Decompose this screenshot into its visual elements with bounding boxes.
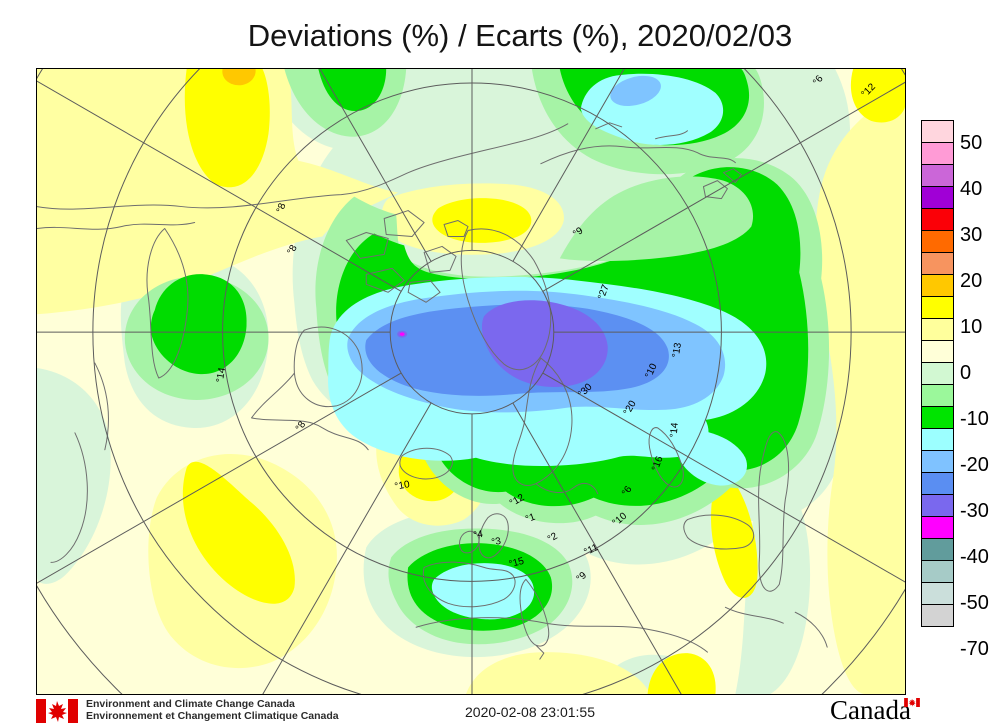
svg-text:°13: °13 [671, 341, 685, 358]
colorbar-swatch [921, 582, 954, 605]
colorbar-swatch [921, 164, 954, 187]
svg-text:°14: °14 [669, 422, 681, 438]
coastlines [37, 122, 828, 660]
colorbar-swatch [921, 142, 954, 165]
colorbar-swatch [921, 230, 954, 253]
colorbar-swatch [921, 494, 954, 517]
map-canvas: °8°8°9°6°12°27°13°10°30°20°14°16°14°8°10… [37, 69, 905, 694]
colorbar-swatch [921, 340, 954, 363]
colorbar-swatch [921, 604, 954, 627]
svg-text:°10: °10 [394, 479, 411, 493]
canada-wordmark-text: Canada [830, 695, 911, 725]
colorbar-tick-label: -50 [960, 592, 989, 614]
contour-map: °8 °8 °9 °6 °12 °27 °13 °10 °30 °20 °14 °16 °14 °8 °10… [36, 68, 906, 695]
colorbar-swatch [921, 406, 954, 429]
colorbar-swatch [921, 450, 954, 473]
colorbar-swatch [921, 428, 954, 451]
generation-timestamp: 2020-02-08 23:01:55 [465, 704, 595, 720]
region-yellow [182, 69, 905, 694]
contour-labels: °8°8°9°6°12°27°13°10°30°20°14°16°14°8°10… [215, 73, 879, 584]
colorbar-swatch [921, 384, 954, 407]
page-title: Deviations (%) / Ecarts (%), 2020/02/03 [247, 18, 793, 53]
canada-wordmark: Canada [830, 695, 950, 726]
svg-text:°16: °16 [650, 454, 666, 472]
colorbar-ticks: 50 40 30 20 10 0 -10 -20 -30 -40 -50 -70 [960, 120, 1000, 660]
colorbar-swatch [921, 120, 954, 143]
svg-text:°27: °27 [596, 283, 612, 301]
svg-text:°3: °3 [491, 536, 503, 549]
colorbar-tick-label: 10 [960, 316, 983, 338]
svg-text:°14: °14 [215, 366, 229, 383]
canada-flag-icon [36, 699, 78, 723]
colorbar-swatch [921, 362, 954, 385]
footer: Environment and Climate Change Canada En… [0, 695, 1000, 726]
svg-text:°8: °8 [275, 201, 289, 214]
graticule [37, 69, 905, 694]
colorbar-tick-label: -30 [960, 500, 989, 522]
colorbar-swatch [921, 296, 954, 319]
colorbar-swatch [921, 516, 954, 539]
colorbar-tick-label: -10 [960, 408, 989, 430]
colorbar-tick-label: 20 [960, 270, 983, 292]
wordmark-flag-icon [904, 698, 920, 707]
colorbar-swatch [921, 472, 954, 495]
region-magenta-spot [399, 332, 405, 336]
region-violet [397, 300, 608, 387]
colorbar-swatches [921, 120, 954, 649]
colorbar-swatch [921, 252, 954, 275]
colorbar-swatch [921, 274, 954, 297]
department-signature: Environment and Climate Change Canada En… [86, 698, 339, 722]
department-name-en: Environment and Climate Change Canada [86, 698, 295, 710]
colorbar-tick-label: 30 [960, 224, 983, 246]
colorbar-tick-label: -70 [960, 638, 989, 660]
colorbar-tick-label: -40 [960, 546, 989, 568]
colorbar-tick-label: 50 [960, 132, 983, 154]
svg-text:°4: °4 [473, 529, 485, 542]
department-name-fr: Environnement et Changement Climatique C… [86, 710, 339, 722]
colorbar-tick-label: -20 [960, 454, 989, 476]
svg-text:°1: °1 [524, 512, 537, 526]
colorbar-tick-label: 40 [960, 178, 983, 200]
svg-text:°15: °15 [508, 556, 526, 571]
colorbar-swatch [921, 318, 954, 341]
colorbar-swatch [921, 186, 954, 209]
colorbar-swatch [921, 538, 954, 561]
colorbar-swatch [921, 560, 954, 583]
colorbar-swatch [921, 208, 954, 231]
colorbar-tick-label: 0 [960, 362, 972, 384]
